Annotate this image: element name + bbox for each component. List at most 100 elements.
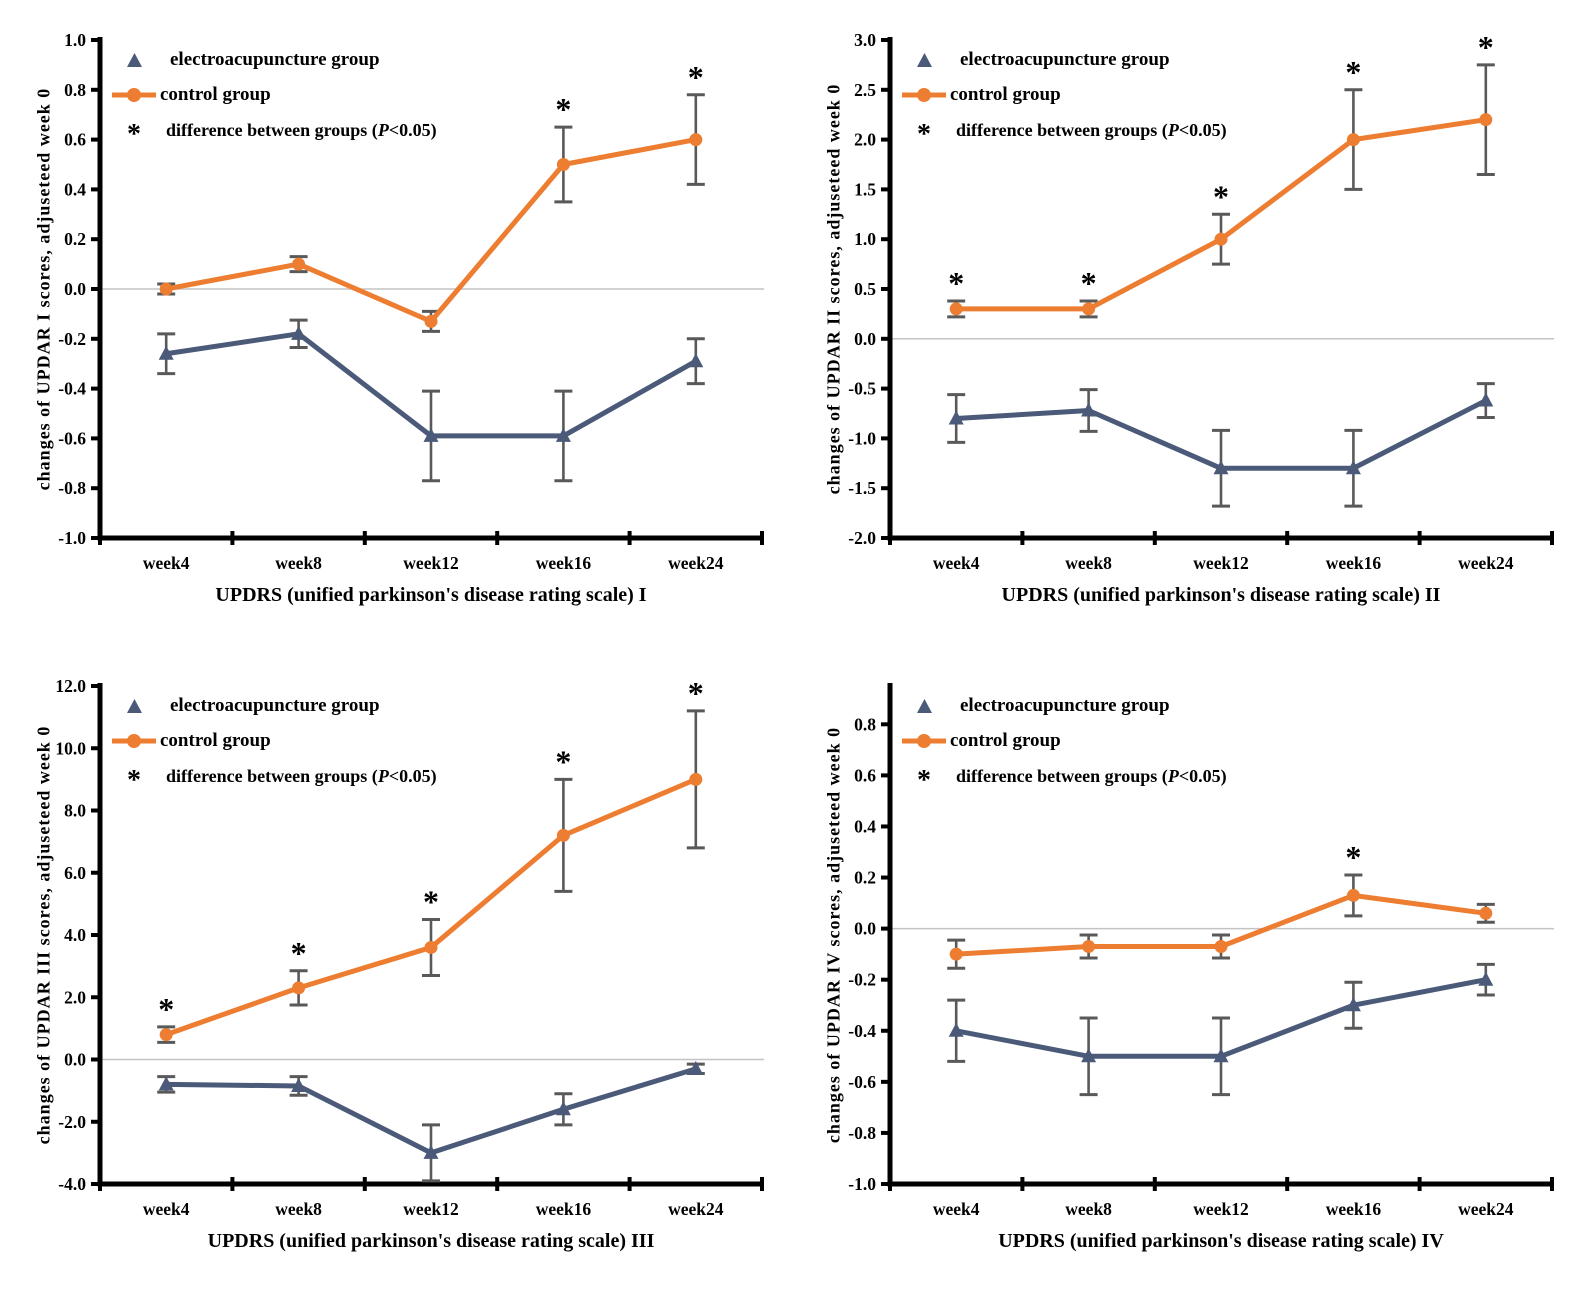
triangle-marker: [1081, 1048, 1097, 1063]
sig-text-prefix: difference between groups (: [956, 765, 1168, 786]
y-tick-label: 0.6: [854, 765, 876, 785]
legend-label-control: control group: [160, 84, 271, 105]
y-tick-label: 0.8: [854, 714, 876, 734]
legend-label-control: control group: [950, 730, 1061, 751]
legend-item-ea: electroacupuncture group: [902, 46, 1227, 74]
legend-item-control: control group: [902, 727, 1227, 755]
legend-label-sig: difference between groups (P<0.05): [166, 120, 437, 141]
triangle-marker: [1478, 392, 1494, 407]
triangle-marker: [555, 1101, 571, 1116]
x-category-label: week8: [1065, 553, 1112, 573]
y-tick-label: -1.0: [848, 1174, 876, 1194]
x-category-label: week24: [1458, 553, 1514, 573]
x-axis-title: UPDRS (unified parkinson's disease ratin…: [215, 584, 647, 606]
sig-text-p: P: [1167, 765, 1179, 786]
y-tick-label: 3.0: [854, 30, 876, 50]
x-category-label: week16: [1326, 1199, 1382, 1219]
triangle-marker: [555, 427, 571, 442]
triangle-marker: [1213, 460, 1229, 475]
y-tick-label: 0.2: [854, 868, 876, 888]
circle-marker: [292, 257, 306, 271]
x-category-label: week8: [275, 553, 322, 573]
x-category-label: week4: [933, 1199, 980, 1219]
y-tick-label: 0.0: [854, 919, 876, 939]
y-tick-label: -0.5: [848, 379, 876, 399]
y-tick-label: -0.6: [58, 428, 86, 448]
y-tick-label: 0.4: [64, 179, 86, 199]
significance-asterisk: *: [555, 91, 571, 127]
y-tick-label: 0.0: [854, 329, 876, 349]
significance-asterisk: *: [1213, 178, 1229, 214]
y-tick-label: 0.4: [854, 816, 876, 836]
y-tick-label: 0.6: [64, 130, 86, 150]
updrs-4-plot: -1.0 -0.8 -0.6 -0.4 -0.2 0.0 0.2 0.4 0.6 0.8 week4…: [848, 683, 1554, 1219]
significance-asterisk: *: [1345, 839, 1361, 875]
circle-marker: [1082, 302, 1096, 316]
circle-marker: [556, 158, 570, 171]
series-control: * * * * *: [947, 29, 1495, 319]
sig-text-prefix: difference between groups (: [166, 765, 378, 786]
sig-text-suffix: <0.05): [1178, 119, 1227, 140]
circle-marker: [292, 981, 306, 995]
line-circle-marker-icon: [902, 87, 946, 103]
triangle-marker-icon: [112, 698, 156, 714]
legend: electroacupuncture group control group *…: [112, 692, 437, 795]
x-category-label: week12: [403, 553, 458, 573]
y-tick-label: 2.5: [854, 80, 876, 100]
legend: electroacupuncture group control group *…: [902, 692, 1227, 795]
triangle-marker: [948, 1022, 964, 1037]
legend-label-ea: electroacupuncture group: [960, 695, 1170, 716]
circle-marker: [159, 1028, 173, 1042]
circle-marker: [949, 947, 963, 961]
y-tick-label: -0.4: [58, 379, 86, 399]
x-category-label: week24: [668, 1199, 724, 1219]
y-tick-label: 1.0: [854, 229, 876, 249]
x-axis-title: UPDRS (unified parkinson's disease ratin…: [207, 1230, 655, 1252]
triangle-marker: [291, 325, 307, 340]
triangle-marker: [1478, 971, 1494, 986]
legend-item-sig: * difference between groups (P<0.05): [902, 762, 1227, 795]
circle-marker: [1214, 939, 1228, 953]
legend-label-control: control group: [160, 730, 271, 751]
x-category-label: week24: [1458, 1199, 1514, 1219]
triangle-marker-icon: [902, 698, 946, 714]
series-control: **: [157, 59, 705, 333]
y-tick-label: 12.0: [55, 676, 86, 696]
circle-marker: [1479, 906, 1493, 920]
significance-asterisk: *: [948, 265, 964, 301]
triangle-marker: [1345, 997, 1361, 1012]
legend-label-ea: electroacupuncture group: [170, 695, 380, 716]
circle-marker: [1346, 133, 1360, 147]
significance-asterisk: *: [1081, 265, 1097, 301]
chart-panel-updrs-1: -1.0 -0.8 -0.6 -0.4 -0.2 0.0 0.2 0.4 0.6 0.8 1.0 we…: [0, 0, 790, 646]
y-tick-label: 0.0: [64, 279, 86, 299]
circle-marker: [689, 133, 703, 147]
triangle-marker: [1213, 1048, 1229, 1063]
sig-text-prefix: difference between groups (: [166, 119, 378, 140]
triangle-marker: [423, 1144, 439, 1159]
series-line: [163, 137, 699, 324]
legend-item-sig: * difference between groups (P<0.05): [902, 116, 1227, 149]
line-circle-marker-icon: [112, 733, 156, 749]
y-tick-label: -0.8: [58, 478, 86, 498]
triangle-marker: [158, 345, 174, 360]
x-category-label: week24: [668, 553, 724, 573]
x-category-label: week16: [1326, 553, 1382, 573]
y-tick-label: 0.5: [854, 279, 876, 299]
y-axis-label: changes of UPDAR III scores, adjuseteed …: [33, 725, 54, 1145]
x-category-label: week4: [933, 553, 980, 573]
circle-marker: [1082, 939, 1096, 953]
series-electroacupuncture: [947, 962, 1495, 1097]
legend-label-ea: electroacupuncture group: [960, 49, 1170, 70]
legend-item-ea: electroacupuncture group: [902, 692, 1227, 720]
x-category-label: week16: [536, 1199, 592, 1219]
legend: electroacupuncture group control group *…: [112, 46, 437, 149]
x-category-label: week12: [403, 1199, 458, 1219]
chart-panel-updrs-2: -2.0 -1.5 -1.0 -0.5 0.0 0.5 1.0 1.5 2.0 2.5 3.0 wee…: [790, 0, 1580, 646]
series-electroacupuncture: [157, 1060, 705, 1183]
y-tick-label: 4.0: [64, 925, 86, 945]
triangle-marker: [688, 353, 704, 368]
y-tick-label: -2.0: [848, 528, 876, 548]
y-tick-label: -1.5: [848, 478, 876, 498]
